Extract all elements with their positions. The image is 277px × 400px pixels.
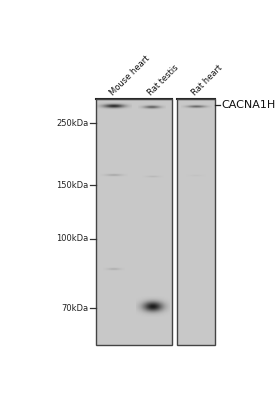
Text: Rat heart: Rat heart	[190, 63, 224, 97]
Text: 70kDa: 70kDa	[61, 304, 89, 313]
Text: 100kDa: 100kDa	[57, 234, 89, 244]
Bar	[96, 99, 172, 345]
Bar	[177, 99, 215, 345]
Text: Mouse heart: Mouse heart	[108, 54, 151, 97]
Bar	[177, 99, 215, 345]
Text: 250kDa: 250kDa	[57, 119, 89, 128]
Text: 150kDa: 150kDa	[57, 180, 89, 190]
Bar	[96, 99, 172, 345]
Text: CACNA1H: CACNA1H	[222, 100, 276, 110]
Text: Rat testis: Rat testis	[146, 63, 180, 97]
